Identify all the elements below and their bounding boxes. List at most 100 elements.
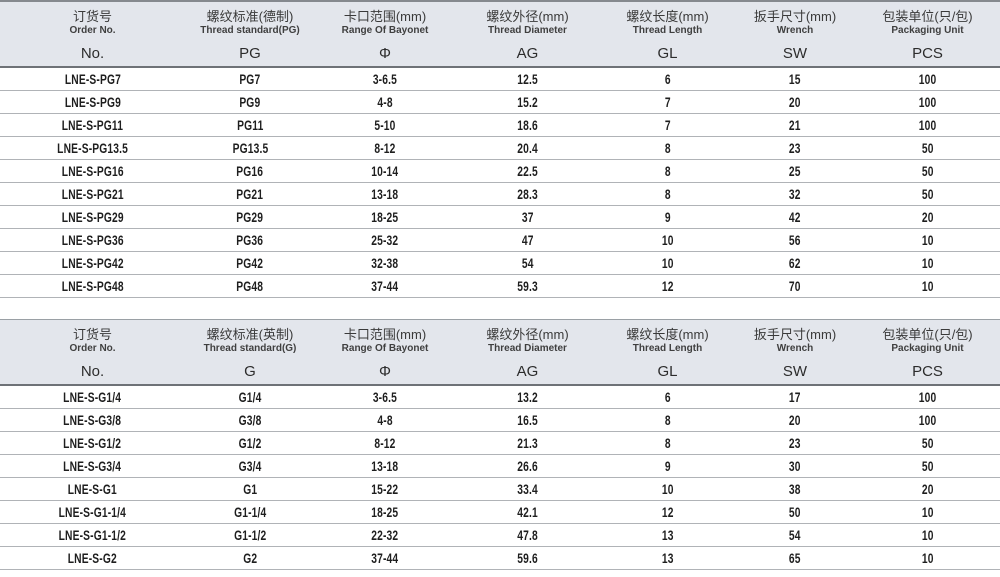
body-cell: 23: [735, 136, 855, 160]
table-row: LNE-S-G2 G2 37-44 59.6 13 65 10: [0, 546, 1000, 570]
header-label-code: AG: [516, 363, 539, 380]
body-cell: G1-1/2: [185, 523, 315, 547]
cell-value: LNE-S-G1/4: [63, 389, 122, 405]
cell-value: 59.3: [517, 278, 538, 294]
body-cell: 13: [600, 546, 735, 570]
cell-value: LNE-S-PG42: [61, 255, 124, 271]
header-cell: 订货号 Order No. No.: [0, 319, 185, 386]
body-cell: 100: [855, 90, 1000, 114]
body-cell: PG21: [185, 182, 315, 206]
body-cell: 100: [855, 385, 1000, 409]
cell-value: 32-38: [371, 255, 399, 271]
body-cell: 54: [455, 251, 600, 275]
body-cell: G1/4: [185, 385, 315, 409]
cell-value: LNE-S-PG48: [61, 278, 124, 294]
header-cell: 螺纹长度(mm) Thread Length GL: [600, 1, 735, 68]
body-cell: 28.3: [455, 182, 600, 206]
body-cell: 26.6: [455, 454, 600, 478]
cell-value: G1/2: [238, 435, 262, 451]
header-label-code: No.: [80, 363, 105, 380]
body-cell: 20: [855, 205, 1000, 229]
table-row: LNE-S-G1-1/4 G1-1/4 18-25 42.1 12 50 10: [0, 500, 1000, 524]
header-label-code: GL: [657, 45, 678, 62]
body-cell: LNE-S-PG48: [0, 274, 185, 298]
cell-value: 42: [789, 209, 801, 225]
cell-value: PG29: [236, 209, 264, 225]
body-cell: LNE-S-PG29: [0, 205, 185, 229]
cell-value: 16.5: [517, 412, 538, 428]
cell-value: LNE-S-PG13.5: [57, 140, 128, 156]
cell-value: 20.4: [517, 140, 538, 156]
body-cell: PG11: [185, 113, 315, 137]
cell-value: 32: [789, 186, 801, 202]
body-cell: 12: [600, 500, 735, 524]
body-cell: G1/2: [185, 431, 315, 455]
cell-value: 10: [921, 504, 934, 520]
cell-value: 42.1: [517, 504, 538, 520]
cell-value: 100: [918, 117, 937, 133]
body-cell: 20: [735, 408, 855, 432]
body-cell: 22.5: [455, 159, 600, 183]
header-label-code: PCS: [912, 45, 943, 62]
header-label-code: Φ: [379, 363, 391, 380]
cell-value: 37-44: [371, 278, 399, 294]
header-label-cn: 扳手尺寸(mm): [753, 327, 837, 342]
cell-value: 8: [664, 163, 671, 179]
body-cell: LNE-S-G1/4: [0, 385, 185, 409]
cell-value: 21.3: [517, 435, 538, 451]
table-row: LNE-S-G3/8 G3/8 4-8 16.5 8 20 100: [0, 408, 1000, 432]
body-cell: G3/4: [185, 454, 315, 478]
body-cell: 50: [735, 500, 855, 524]
header-cell: 订货号 Order No. No.: [0, 1, 185, 68]
body-cell: 7: [600, 113, 735, 137]
cell-value: PG42: [236, 255, 264, 271]
cell-value: 23: [789, 435, 801, 451]
body-cell: 22-32: [315, 523, 455, 547]
body-cell: 4-8: [315, 90, 455, 114]
body-cell: LNE-S-G2: [0, 546, 185, 570]
cell-value: 10: [921, 527, 934, 543]
cell-value: PG16: [236, 163, 264, 179]
header-label-en: Thread standard(PG): [200, 25, 300, 36]
cell-value: 13.2: [517, 389, 538, 405]
body-cell: 37: [455, 205, 600, 229]
body-cell: 25: [735, 159, 855, 183]
body-cell: 18-25: [315, 500, 455, 524]
header-label-en: Range Of Bayonet: [341, 343, 429, 354]
cell-value: 18-25: [371, 209, 399, 225]
body-cell: 8: [600, 136, 735, 160]
body-cell: 10: [855, 274, 1000, 298]
body-cell: PG36: [185, 228, 315, 252]
table-header-g: 订货号 Order No. No. 螺纹标准(英制) Thread standard(G…: [0, 319, 1000, 386]
cell-value: 100: [918, 94, 937, 110]
body-cell: 56: [735, 228, 855, 252]
body-cell: 100: [855, 67, 1000, 91]
cell-value: 6: [664, 389, 671, 405]
header-label-code: PG: [239, 45, 261, 62]
header-cell: 卡口范围(mm) Range Of Bayonet Φ: [315, 319, 455, 386]
cell-value: LNE-S-PG21: [61, 186, 124, 202]
cell-value: LNE-S-PG9: [64, 94, 121, 110]
header-label-cn: 螺纹长度(mm): [626, 9, 709, 24]
cell-value: 12: [661, 504, 674, 520]
body-cell: 21: [735, 113, 855, 137]
cell-value: 13: [661, 550, 674, 566]
table-row: LNE-S-PG48 PG48 37-44 59.3 12 70 10: [0, 274, 1000, 298]
header-cell: 扳手尺寸(mm) Wrench SW: [735, 319, 855, 386]
header-label-code: Φ: [379, 45, 391, 62]
cell-value: 59.6: [517, 550, 538, 566]
body-cell: 50: [855, 454, 1000, 478]
header-label-en: Wrench: [776, 343, 814, 354]
cell-value: 20: [921, 481, 934, 497]
body-cell: 32: [735, 182, 855, 206]
cell-value: 8: [664, 140, 671, 156]
cell-value: G1-1/2: [233, 527, 267, 543]
body-cell: 10: [855, 523, 1000, 547]
body-cell: 15: [735, 67, 855, 91]
body-cell: 18.6: [455, 113, 600, 137]
body-cell: 10: [855, 500, 1000, 524]
body-cell: 37-44: [315, 274, 455, 298]
cell-value: 6: [664, 71, 671, 87]
cell-value: 20: [789, 412, 801, 428]
